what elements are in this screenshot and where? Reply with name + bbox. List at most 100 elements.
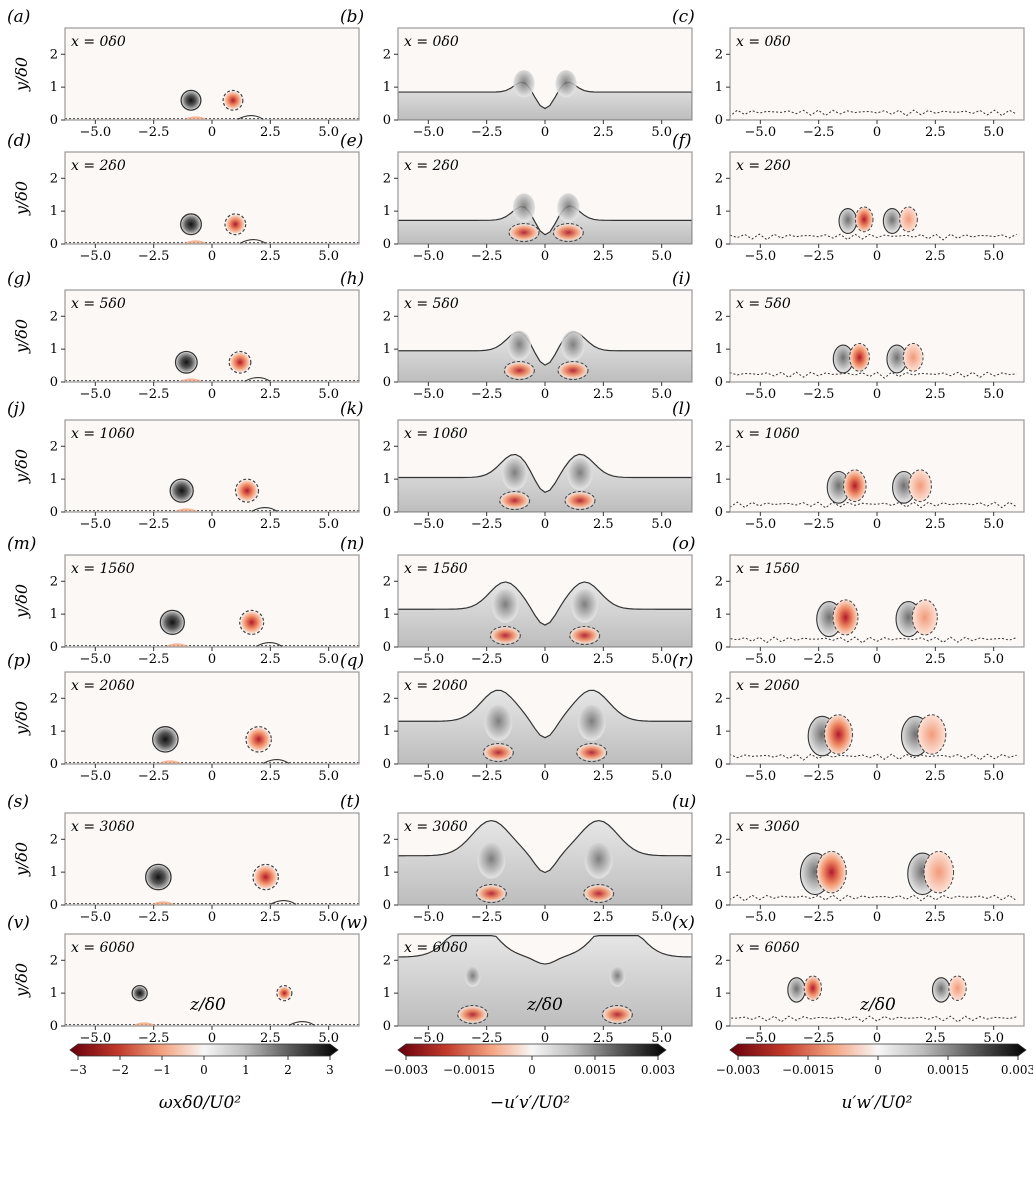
x-tick-label: −2.5 — [803, 1031, 835, 1046]
panel-o: −5.0 −2.5 0 2.5 5.0 0 1 2 (o) x = 15δ0 — [672, 534, 1025, 667]
panel-letter-label: (u) — [672, 792, 696, 812]
x-tick-label: 2.5 — [593, 769, 614, 784]
station-label: x = 20δ0 — [404, 678, 468, 694]
vortex-core-negative-rotation — [181, 214, 201, 234]
vortex-core-positive-rotation — [224, 91, 242, 110]
x-tick-label: −2.5 — [471, 1031, 503, 1046]
secondary-contour — [237, 115, 264, 120]
secondary-vorticity — [184, 116, 208, 120]
y-tick-label: 2 — [715, 47, 723, 62]
colorbar-tick-label: −1 — [153, 1063, 171, 1077]
x-tick-label: −5.0 — [413, 125, 445, 140]
vortex-contour-dashed — [224, 213, 247, 236]
negative-stress-lobe — [584, 885, 613, 902]
station-label: x = 5δ0 — [404, 296, 459, 312]
station-label: x = 20δ0 — [736, 678, 800, 694]
x-tick-label: 0 — [541, 249, 549, 264]
x-tick-label: 5.0 — [318, 1031, 339, 1046]
negative-stress-lobe — [566, 492, 594, 509]
vortex-core-negative-rotation — [182, 91, 200, 110]
y-tick-label: 1 — [715, 342, 723, 357]
panel-background — [65, 152, 359, 244]
negative-stress-lobe — [570, 627, 599, 644]
secondary-contour — [256, 642, 283, 647]
x-tick-label: 0 — [208, 769, 216, 784]
colorbar-reynolds-uv: −0.003 −0.0015 0 0.0015 0.003 −u′v′/U0² — [384, 1043, 675, 1113]
x-tick-label: 2.5 — [593, 125, 614, 140]
panel-background — [730, 290, 1024, 382]
x-tick-label: −2.5 — [138, 387, 170, 402]
panel-letter-label: (p) — [7, 651, 31, 671]
negative-stress-contour — [475, 884, 507, 903]
y-tick-label: 0 — [715, 898, 723, 913]
x-tick-label: 5.0 — [983, 517, 1004, 532]
x-tick-label: 5.0 — [318, 769, 339, 784]
x-tick-label: 0 — [208, 249, 216, 264]
y-tick-label: 1 — [715, 80, 723, 95]
x-tick-label: −5.0 — [745, 125, 777, 140]
y-tick-label: 1 — [50, 607, 58, 622]
vortex-contour-dashed — [228, 350, 252, 374]
vortex-core-positive-rotation — [236, 480, 258, 502]
y-tick-label: 0 — [50, 757, 58, 772]
vortex-core-positive-rotation — [277, 986, 291, 1000]
colorbar-reynolds-uv-bar — [397, 1043, 667, 1057]
upwash-shear-core — [561, 330, 585, 362]
negative-stress-contour — [583, 884, 615, 903]
upwash-shear-core — [567, 457, 593, 491]
station-label: x = 0δ0 — [736, 34, 791, 50]
panel-m: −5.0 −2.5 0 2.5 5.0 0 1 2 (m) x = 15δ0 y/δ0 — [7, 534, 360, 667]
vortex-contour-dashed — [239, 609, 265, 635]
panel-f: −5.0 −2.5 0 2.5 5.0 0 1 2 (f) x = 2δ0 — [672, 131, 1025, 264]
station-label: x = 10δ0 — [71, 426, 135, 442]
station-label: x = 10δ0 — [404, 426, 468, 442]
colorbar-vorticity-bar — [69, 1043, 339, 1057]
y-tick-label: 0 — [715, 640, 723, 655]
colorbar-tick-label: 2 — [284, 1063, 292, 1077]
y-tick-label: 0 — [383, 113, 391, 128]
negative-stress-lobe — [484, 744, 513, 761]
y-tick-label: 1 — [50, 865, 58, 880]
x-tick-label: 5.0 — [983, 387, 1004, 402]
x-tick-label: −2.5 — [138, 517, 170, 532]
upwash-shear-core — [609, 966, 626, 987]
x-tick-label: 2.5 — [260, 769, 281, 784]
station-label: x = 5δ0 — [71, 296, 126, 312]
y-tick-label: 1 — [50, 472, 58, 487]
negative-stress-lobe — [577, 744, 606, 761]
colorbar-tick-label: −0.0015 — [443, 1063, 495, 1077]
panel-letter-label: (g) — [7, 269, 31, 289]
y-tick-label: 1 — [383, 472, 391, 487]
y-tick-label: 2 — [715, 691, 723, 706]
panel-w: −5.0 −2.5 0 2.5 5.0 0 1 2 (w) x = 60δ0 — [340, 913, 693, 1046]
x-tick-label: −5.0 — [80, 517, 112, 532]
y-tick-label: 1 — [383, 204, 391, 219]
upwash-shear-core — [492, 588, 519, 623]
y-tick-label: 2 — [50, 832, 58, 847]
panel-letter-label: (m) — [7, 534, 36, 554]
y-tick-label: 0 — [715, 1019, 723, 1034]
x-tick-label: −2.5 — [803, 652, 835, 667]
boundary-layer-region — [398, 689, 692, 764]
vortex-core-negative-rotation — [171, 480, 193, 502]
station-label: x = 0δ0 — [71, 34, 126, 50]
x-tick-label: 0 — [873, 517, 881, 532]
secondary-vorticity — [132, 1022, 156, 1026]
y-tick-label: 0 — [50, 237, 58, 252]
negative-covariance-lobe — [923, 850, 955, 894]
x-tick-label: 0 — [873, 249, 881, 264]
x-tick-label: 5.0 — [651, 387, 672, 402]
x-tick-label: 2.5 — [925, 387, 946, 402]
upwash-shear-core — [577, 704, 606, 742]
x-tick-label: 5.0 — [318, 125, 339, 140]
panel-x: −5.0 −2.5 0 2.5 5.0 0 1 2 (x) x = 60δ0 — [672, 913, 1025, 1046]
station-label: x = 60δ0 — [404, 940, 468, 956]
x-tick-label: 0 — [208, 387, 216, 402]
secondary-vorticity — [179, 378, 203, 382]
colorbar-tick-label: 0 — [874, 1063, 882, 1077]
colorbar-tick-label: 0.0015 — [574, 1063, 616, 1077]
x-tick-label: −2.5 — [803, 517, 835, 532]
secondary-vorticity — [184, 240, 208, 244]
panel-letter-label: (v) — [7, 913, 30, 933]
vortex-contour-dashed — [245, 726, 272, 753]
